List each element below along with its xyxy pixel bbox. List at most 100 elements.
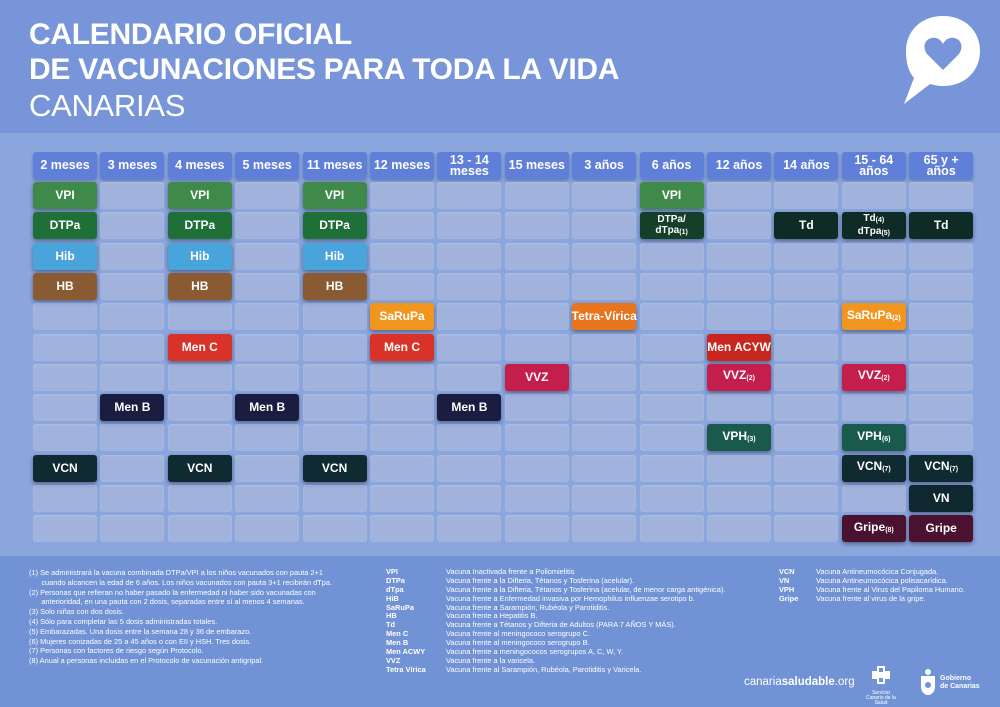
empty-cell bbox=[572, 454, 637, 482]
empty-cell bbox=[572, 515, 637, 543]
empty-cell bbox=[437, 424, 502, 452]
empty-cell bbox=[302, 303, 367, 331]
vaccine-gripe: Gripe bbox=[909, 515, 974, 543]
empty-cell bbox=[572, 212, 637, 240]
empty-cell bbox=[639, 515, 704, 543]
abbreviation-description: Vacuna frente a Enfermedad invasiva por … bbox=[446, 593, 695, 603]
empty-cell bbox=[774, 363, 839, 391]
empty-cell bbox=[707, 454, 771, 482]
empty-cell bbox=[707, 242, 771, 270]
brand-part-1: canaria bbox=[744, 676, 782, 688]
empty-cell bbox=[370, 485, 434, 512]
abbreviation-row: Tetra Vírica Vacuna frente al Sarampión, … bbox=[386, 665, 725, 675]
column-header-3-meses: 3 meses bbox=[100, 152, 165, 179]
empty-cell bbox=[235, 424, 300, 452]
vaccine-td: Td bbox=[909, 212, 974, 240]
empty-cell bbox=[639, 454, 704, 482]
abbreviation-code: SaRuPa bbox=[386, 602, 414, 612]
empty-cell bbox=[100, 454, 165, 482]
empty-cell bbox=[572, 363, 637, 391]
abbreviation-code: VVZ bbox=[386, 655, 401, 665]
empty-cell bbox=[100, 424, 165, 452]
empty-cell bbox=[504, 212, 569, 240]
vaccine-vvz: VVZ(2) bbox=[707, 363, 771, 391]
abbreviation-description: Vacuna frente al Virus del Papiloma Huma… bbox=[816, 584, 965, 594]
empty-cell bbox=[302, 515, 367, 543]
vaccine-sarupa: SaRuPa(2) bbox=[841, 303, 906, 331]
empty-cell bbox=[437, 485, 502, 512]
abbreviation-row: DTPa Vacuna frente a la Difteria, Tétanos… bbox=[386, 575, 725, 586]
title-line-2: DE VACUNACIONES PARA TODA LA VIDA bbox=[29, 53, 620, 86]
empty-cell bbox=[33, 424, 97, 452]
abbreviation-description: Vacuna Antineumocócica polisacarídica. bbox=[816, 575, 948, 585]
abbreviation-row: Men C Vacuna frente al meningococo serogr… bbox=[386, 629, 725, 639]
empty-cell bbox=[437, 242, 502, 270]
abbreviation-description: Vacuna frente a Tétanos y Difteria de Ad… bbox=[446, 620, 676, 630]
empty-cell bbox=[370, 182, 434, 209]
abbreviation-row: dTpa Vacuna frente a la Difteria, Tétanos… bbox=[386, 584, 725, 595]
empty-cell bbox=[235, 303, 300, 331]
canaria-saludable-logo: canariasaludable.org bbox=[744, 676, 855, 688]
abbreviation-code: HiB bbox=[386, 593, 399, 603]
empty-cell bbox=[774, 242, 839, 270]
abbreviation-row: VPH Vacuna frente al Virus del Papiloma H… bbox=[779, 584, 965, 595]
empty-cell bbox=[235, 272, 300, 300]
empty-cell bbox=[504, 454, 569, 482]
abbreviation-code: Men B bbox=[386, 638, 409, 648]
empty-cell bbox=[437, 212, 502, 240]
abbreviation-code: Men ACWY bbox=[386, 647, 426, 657]
empty-cell bbox=[774, 394, 839, 422]
vaccine-gripe: Gripe(8) bbox=[841, 515, 906, 543]
empty-cell bbox=[100, 272, 165, 300]
vaccine-sarupa: SaRuPa bbox=[370, 303, 434, 331]
heart-speech-bubble-icon bbox=[904, 16, 980, 104]
empty-cell bbox=[707, 212, 771, 240]
empty-cell bbox=[639, 272, 704, 300]
abbreviation-row: Men B Vacuna frente al meningococo serogr… bbox=[386, 638, 725, 648]
empty-cell bbox=[909, 303, 974, 331]
abbreviation-description: Vacuna frente a Sarampión, Rubéola y Par… bbox=[446, 602, 610, 612]
empty-cell bbox=[437, 333, 502, 361]
empty-cell bbox=[707, 272, 771, 300]
abbreviation-description: Vacuna Inactivada frente a Poliomielitis bbox=[446, 567, 575, 576]
vaccine-vcn: VCN(7) bbox=[909, 454, 974, 482]
abbreviation-row: SaRuPa Vacuna frente a Sarampión, Rubéola… bbox=[386, 602, 725, 613]
empty-cell bbox=[437, 454, 502, 482]
empty-cell bbox=[33, 363, 97, 391]
empty-cell bbox=[841, 242, 906, 270]
empty-cell bbox=[100, 303, 165, 331]
abbreviation-row: HB Vacuna frente a Hepatitis B. bbox=[386, 612, 725, 621]
empty-cell bbox=[841, 182, 906, 209]
abbreviation-code: DTPa bbox=[386, 575, 405, 585]
empty-cell bbox=[504, 182, 569, 209]
empty-cell bbox=[302, 394, 367, 422]
vaccine-vpi: VPI bbox=[167, 182, 232, 209]
empty-cell bbox=[774, 515, 839, 543]
empty-cell bbox=[167, 363, 232, 391]
abbreviation-code: Men C bbox=[386, 629, 409, 639]
vaccine-vph: VPH(3) bbox=[707, 424, 771, 452]
abbreviation-code: dTpa bbox=[386, 584, 404, 594]
vaccine-vph: VPH(6) bbox=[841, 424, 906, 452]
footer bbox=[0, 556, 1000, 707]
vaccine-hib: Hib bbox=[167, 242, 232, 270]
vaccine-hib: Hib bbox=[33, 242, 97, 270]
abbreviation-description: Vacuna frente al meningococo serogrupo C… bbox=[446, 629, 591, 639]
vaccine-men-c: Men C bbox=[167, 333, 232, 361]
footnote: (8) Anual a personas incluidas en el Pro… bbox=[29, 656, 264, 666]
abbreviations-list-left: VPI Vacuna Inactivada frente a Poliomieli… bbox=[386, 567, 725, 675]
empty-cell bbox=[33, 333, 97, 361]
empty-cell bbox=[572, 485, 637, 512]
column-header-3-anos: 3 años bbox=[572, 152, 637, 179]
abbreviation-code: Gripe bbox=[779, 593, 799, 603]
abbreviation-row: Men ACWY Vacuna frente a meningococos ser… bbox=[386, 647, 725, 657]
abbreviation-row: VN Vacuna Antineumocócica polisacarídica. bbox=[779, 575, 965, 586]
vaccine-men-b: Men B bbox=[235, 394, 300, 422]
vaccine-td: Td bbox=[774, 212, 839, 240]
title-line-1: CALENDARIO OFICIAL bbox=[29, 18, 352, 51]
empty-cell bbox=[302, 424, 367, 452]
empty-cell bbox=[370, 424, 434, 452]
column-header-11-meses: 11 meses bbox=[302, 152, 367, 179]
abbreviation-row: VCN Vacuna Antineumocócica Conjugada. bbox=[779, 567, 965, 577]
empty-cell bbox=[504, 394, 569, 422]
